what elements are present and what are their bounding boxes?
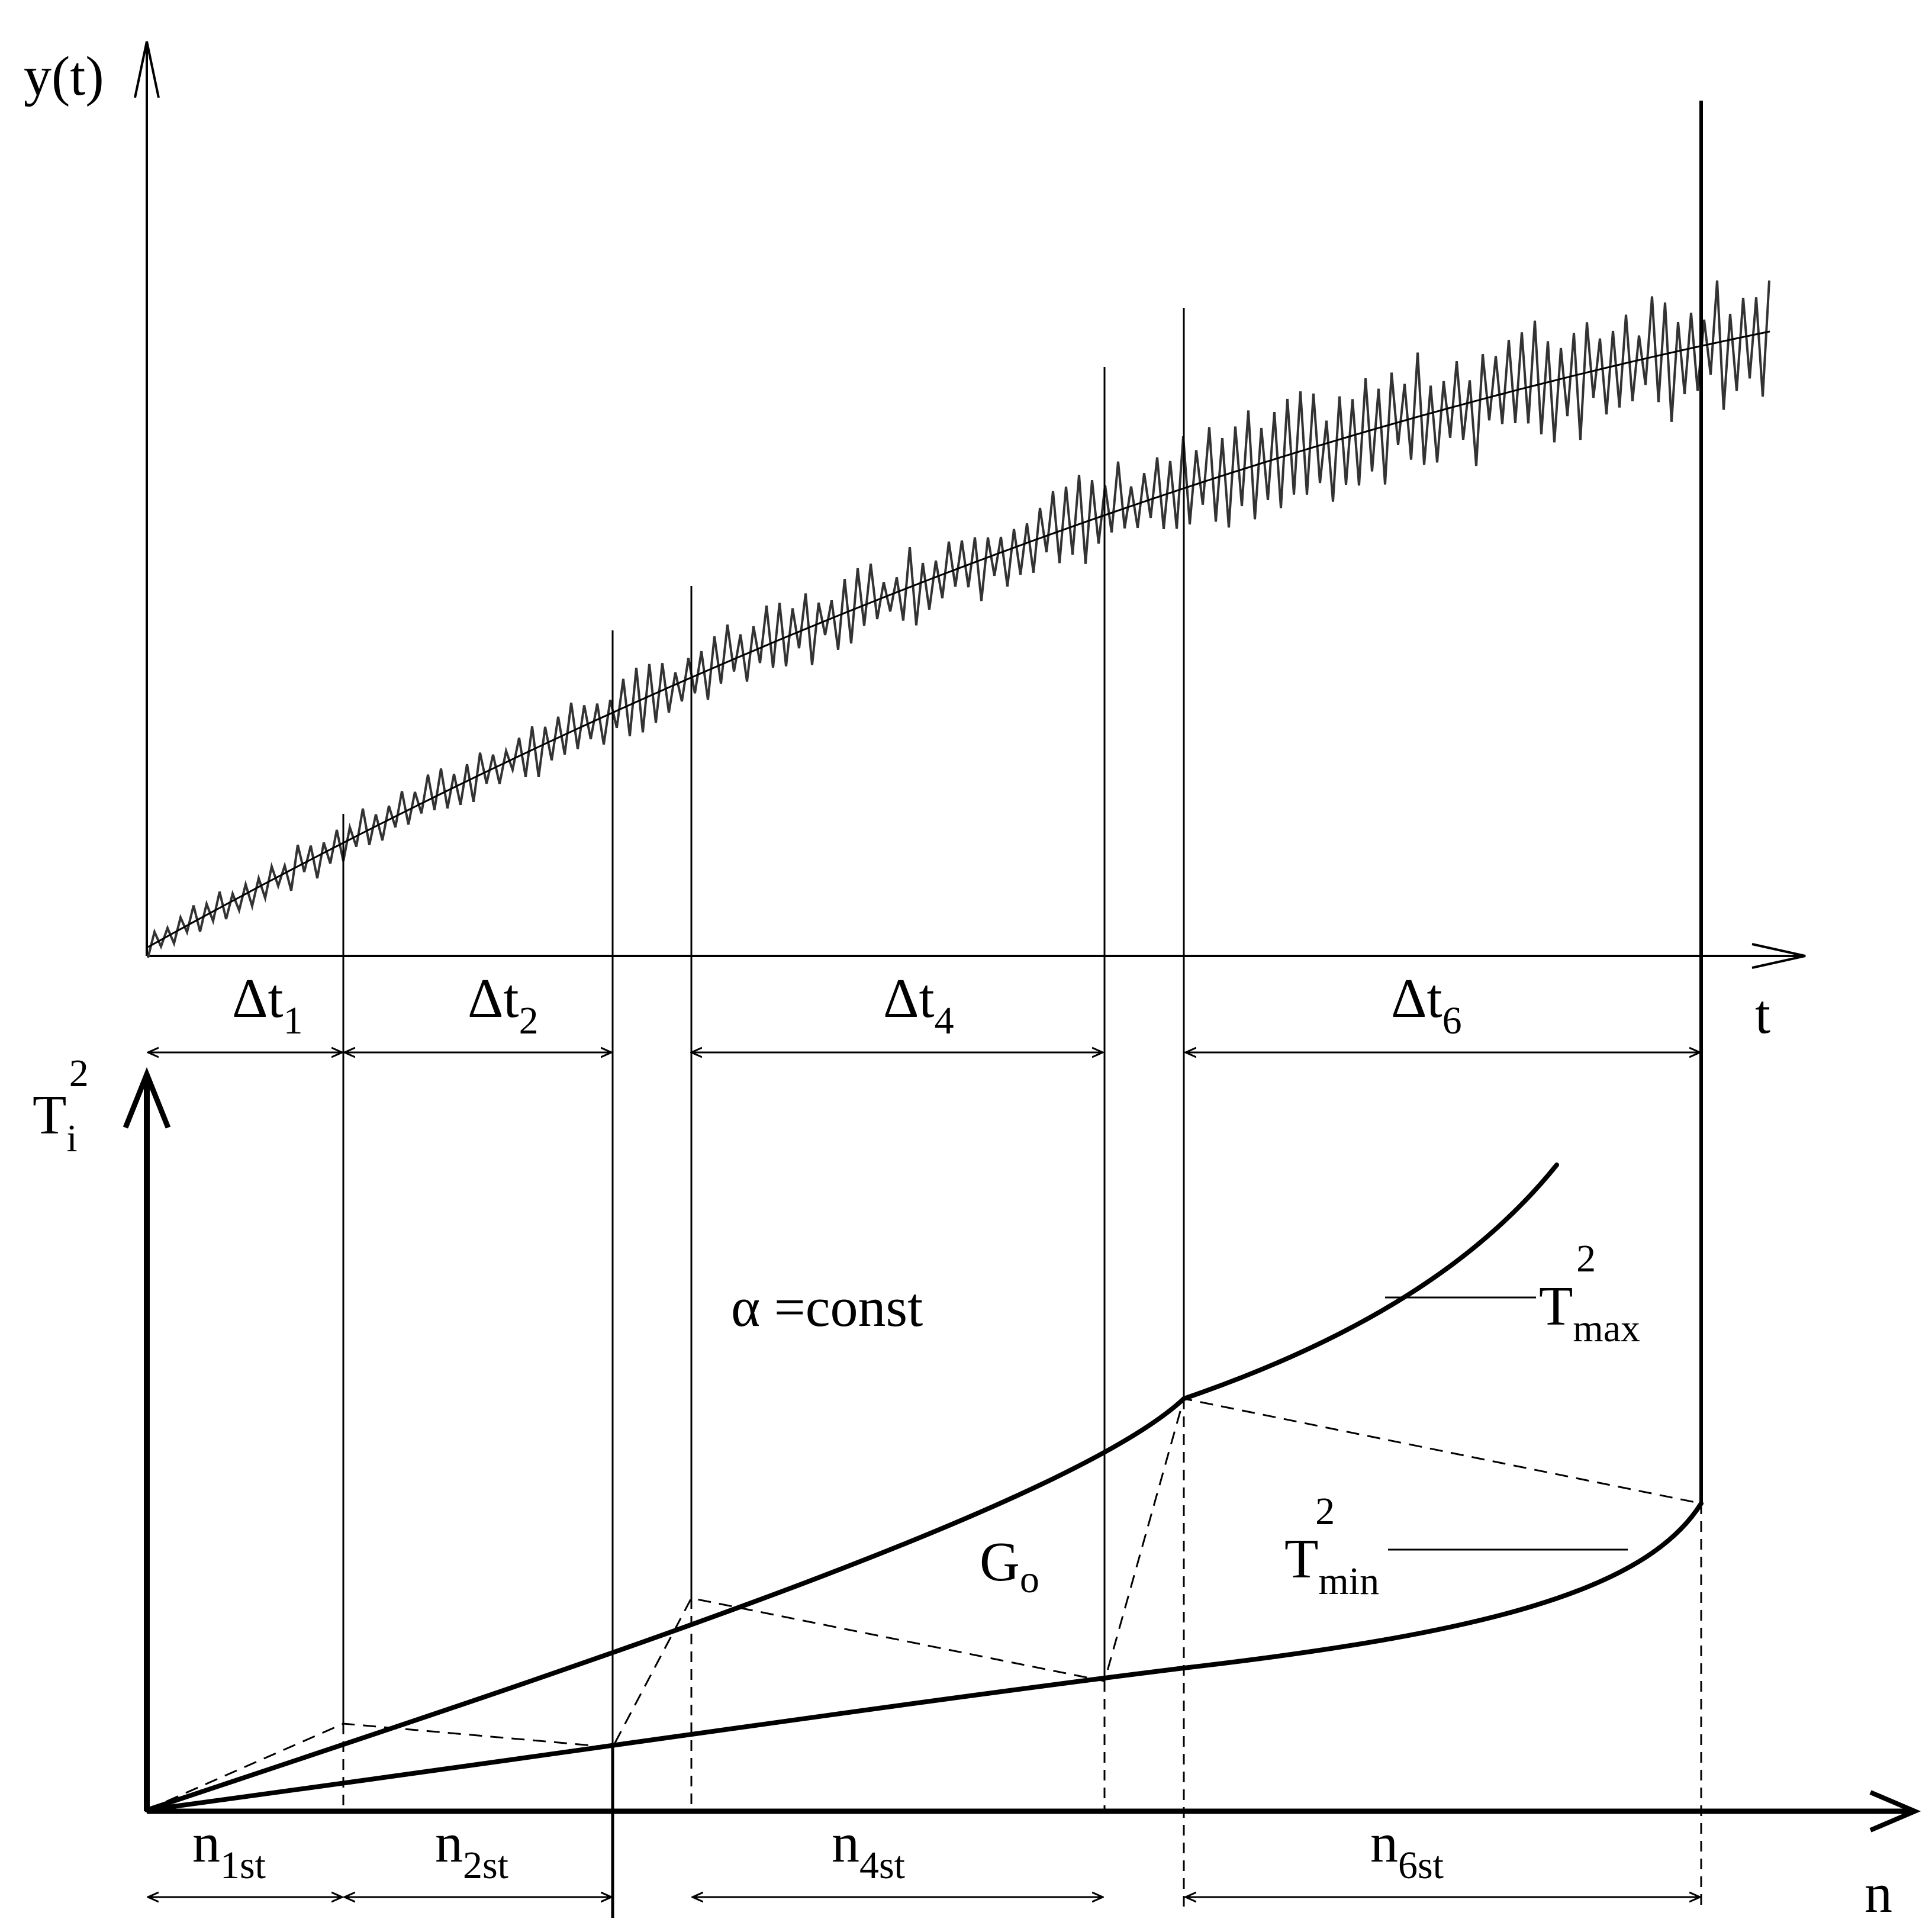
lower-y-axis-label: Ti2: [33, 1052, 89, 1160]
lower-x-axis-label: n: [1865, 1863, 1892, 1924]
interval-label-dt4: Δt4: [883, 968, 954, 1042]
interval-label-dt6: Δt6: [1391, 968, 1462, 1042]
n-interval-label-1st: n1st: [192, 1812, 266, 1887]
tmin-label: Tmin2: [1284, 1490, 1379, 1603]
tmax-label: Tmax2: [1539, 1237, 1640, 1350]
n-interval-label-6st: n6st: [1370, 1812, 1444, 1887]
interval-label-dt1: Δt1: [232, 968, 303, 1042]
upper-plot: y(t) t Δt1 Δt2 Δt4 Δt6: [24, 41, 1806, 1052]
n-interval-label-2st: n2st: [435, 1812, 508, 1887]
g0-annotation: Go: [980, 1531, 1039, 1601]
upper-y-axis-arrowhead: [134, 41, 160, 98]
upper-x-axis-label: t: [1755, 984, 1770, 1045]
lower-x-axis-arrowhead: [1869, 1790, 1921, 1833]
tmin-curve: [144, 1501, 1704, 1812]
lower-plot: Ti2 n α =const Go Tmax2 Tmin2 n1st n2st …: [33, 1052, 1921, 1924]
upper-y-axis-label: y(t): [24, 46, 104, 107]
dashed-zigzag-path: [146, 1398, 1702, 1811]
interval-label-dt2: Δt2: [468, 968, 539, 1042]
alpha-const-annotation: α =const: [731, 1277, 923, 1338]
upper-x-axis-arrowhead: [1751, 943, 1806, 969]
n-interval-label-4st: n4st: [832, 1812, 905, 1887]
noisy-signal-curve: [147, 280, 1770, 958]
interval-boundaries: [342, 101, 1703, 1918]
trend-curve: [147, 330, 1770, 948]
lower-y-axis-arrowhead: [123, 1067, 171, 1129]
tmax-curve: [144, 1163, 1559, 1812]
